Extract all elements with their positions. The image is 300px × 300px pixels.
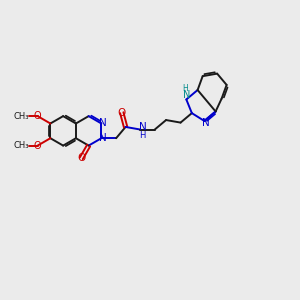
- Text: N: N: [139, 122, 146, 132]
- Text: O: O: [34, 141, 41, 151]
- Text: CH₃: CH₃: [13, 141, 28, 150]
- Text: CH₃: CH₃: [13, 112, 28, 121]
- Text: N: N: [99, 133, 106, 143]
- Text: N: N: [99, 118, 106, 128]
- Text: H: H: [182, 84, 188, 93]
- Text: N: N: [202, 118, 209, 128]
- Text: O: O: [77, 153, 86, 163]
- Text: O: O: [34, 111, 41, 121]
- Text: O: O: [118, 108, 126, 118]
- Text: N: N: [183, 90, 190, 100]
- Text: H: H: [139, 131, 146, 140]
